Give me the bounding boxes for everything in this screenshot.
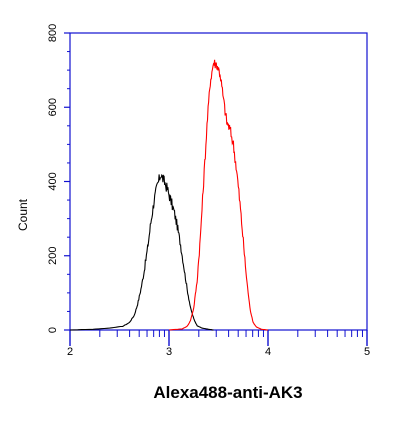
y-tick-label: 400: [47, 172, 59, 190]
y-tick-label: 600: [47, 98, 59, 116]
sample-histogram-line: [168, 59, 269, 331]
y-tick-label: 200: [47, 247, 59, 265]
control-histogram-line: [69, 173, 214, 331]
y-tick-label: 0: [47, 327, 59, 333]
x-axis-title: Alexa488-anti-AK3: [153, 383, 302, 402]
x-tick-label: 5: [364, 346, 370, 358]
plot-frame: [69, 32, 368, 331]
y-axis-title: Count: [16, 198, 30, 231]
y-tick-label: 800: [47, 24, 59, 42]
x-tick-label: 4: [265, 346, 271, 358]
x-tick-label: 3: [166, 346, 172, 358]
x-tick-label: 2: [67, 346, 73, 358]
